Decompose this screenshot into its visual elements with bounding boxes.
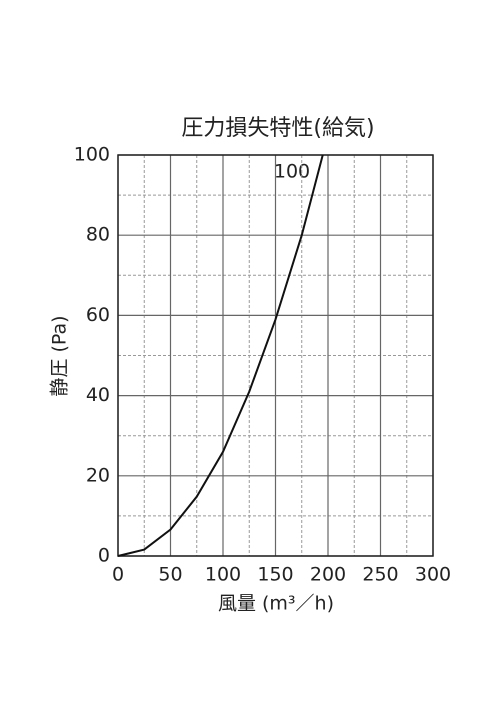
x-tick-label: 250 [362, 564, 398, 586]
plot-frame [117, 154, 434, 557]
x-axis-label: 風量 (m³／h) [218, 593, 334, 615]
x-tick-label: 300 [415, 564, 451, 586]
y-tick-label: 60 [86, 304, 110, 326]
y-tick-label: 0 [98, 545, 110, 567]
x-tick-label: 0 [112, 564, 124, 586]
y-tick-label: 100 [74, 144, 110, 166]
y-tick-label: 40 [86, 384, 110, 406]
chart-title: 圧力損失特性(給気) [181, 116, 374, 141]
curve-label: 100 [274, 161, 310, 183]
y-tick-label: 20 [86, 464, 110, 486]
y-tick-label: 80 [86, 224, 110, 246]
x-tick-label: 50 [158, 564, 182, 586]
x-tick-label: 100 [205, 564, 241, 586]
y-axis-label: 静圧 (Pa) [49, 315, 71, 396]
line-series [117, 154, 324, 557]
x-tick-label: 150 [257, 564, 293, 586]
x-tick-label: 200 [310, 564, 346, 586]
